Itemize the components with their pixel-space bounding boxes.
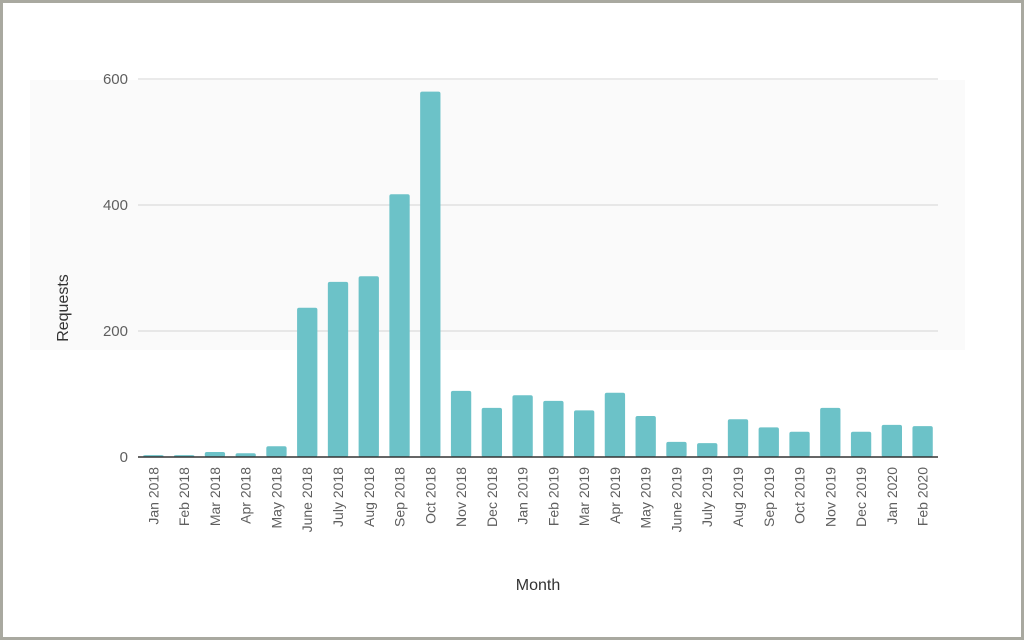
bar bbox=[574, 410, 595, 457]
x-tick-label: Nov 2018 bbox=[453, 467, 469, 527]
x-tick-label: Jan 2019 bbox=[515, 467, 531, 525]
bar bbox=[727, 419, 749, 457]
bar bbox=[543, 400, 564, 457]
bar bbox=[450, 390, 472, 457]
bar bbox=[635, 416, 656, 457]
bar bbox=[389, 194, 410, 458]
bar bbox=[789, 431, 810, 457]
x-tick-label: May 2018 bbox=[268, 467, 284, 529]
x-tick-label: June 2019 bbox=[668, 467, 684, 533]
x-axis-ticks: Jan 2018 Feb 2018 Mar 2018 Apr 2018 May 2018… bbox=[145, 467, 930, 533]
y-tick-label: 400 bbox=[103, 197, 128, 214]
x-tick-label: July 2018 bbox=[330, 467, 346, 527]
bar bbox=[235, 453, 256, 457]
x-tick-label: Apr 2018 bbox=[238, 467, 254, 524]
x-tick-label: Oct 2019 bbox=[792, 467, 808, 524]
x-tick-label: Mar 2019 bbox=[576, 467, 592, 526]
bar bbox=[512, 395, 533, 457]
bar bbox=[850, 431, 872, 457]
x-tick-label: Apr 2019 bbox=[607, 467, 623, 524]
x-tick-label: Feb 2020 bbox=[915, 467, 931, 526]
x-tick-label: Sep 2019 bbox=[761, 467, 777, 527]
x-tick-label: Sep 2018 bbox=[392, 467, 408, 527]
y-tick-label: 200 bbox=[103, 323, 128, 340]
x-tick-label: Jan 2020 bbox=[884, 467, 900, 525]
bar bbox=[912, 426, 933, 457]
x-tick-label: July 2019 bbox=[699, 467, 715, 527]
bar bbox=[204, 451, 226, 457]
bar bbox=[266, 446, 287, 457]
plot-background bbox=[30, 80, 965, 350]
x-tick-label: Jan 2018 bbox=[145, 467, 161, 525]
x-tick-label: June 2018 bbox=[299, 467, 315, 533]
x-tick-label: Dec 2019 bbox=[853, 467, 869, 527]
x-tick-label: Feb 2018 bbox=[176, 467, 192, 526]
bar bbox=[666, 441, 687, 457]
x-tick-label: Dec 2018 bbox=[484, 467, 500, 527]
x-tick-label: Aug 2019 bbox=[730, 467, 746, 527]
x-tick-label: Feb 2019 bbox=[545, 467, 561, 526]
gridlines bbox=[138, 78, 938, 332]
x-tick-label: Aug 2018 bbox=[361, 467, 377, 527]
y-tick-label: 0 bbox=[120, 449, 128, 466]
bar bbox=[820, 407, 841, 457]
bar bbox=[604, 392, 626, 457]
bar bbox=[881, 424, 902, 457]
y-tick-label: 600 bbox=[103, 71, 128, 88]
x-tick-label: Oct 2018 bbox=[422, 467, 438, 524]
bar bbox=[697, 443, 718, 457]
x-tick-label: Mar 2018 bbox=[207, 467, 223, 526]
bar bbox=[758, 427, 779, 457]
x-axis-title: Month bbox=[516, 577, 560, 594]
bars bbox=[143, 91, 933, 458]
y-axis-ticks: 0 200 400 600 bbox=[103, 71, 128, 466]
x-tick-label: Nov 2019 bbox=[822, 467, 838, 527]
x-tick-label: May 2019 bbox=[638, 467, 654, 529]
y-axis-title: Requests bbox=[55, 274, 72, 342]
bar bbox=[327, 281, 349, 457]
bar bbox=[420, 91, 441, 457]
bar bbox=[358, 276, 379, 457]
bar bbox=[481, 407, 502, 457]
bar bbox=[297, 307, 318, 457]
